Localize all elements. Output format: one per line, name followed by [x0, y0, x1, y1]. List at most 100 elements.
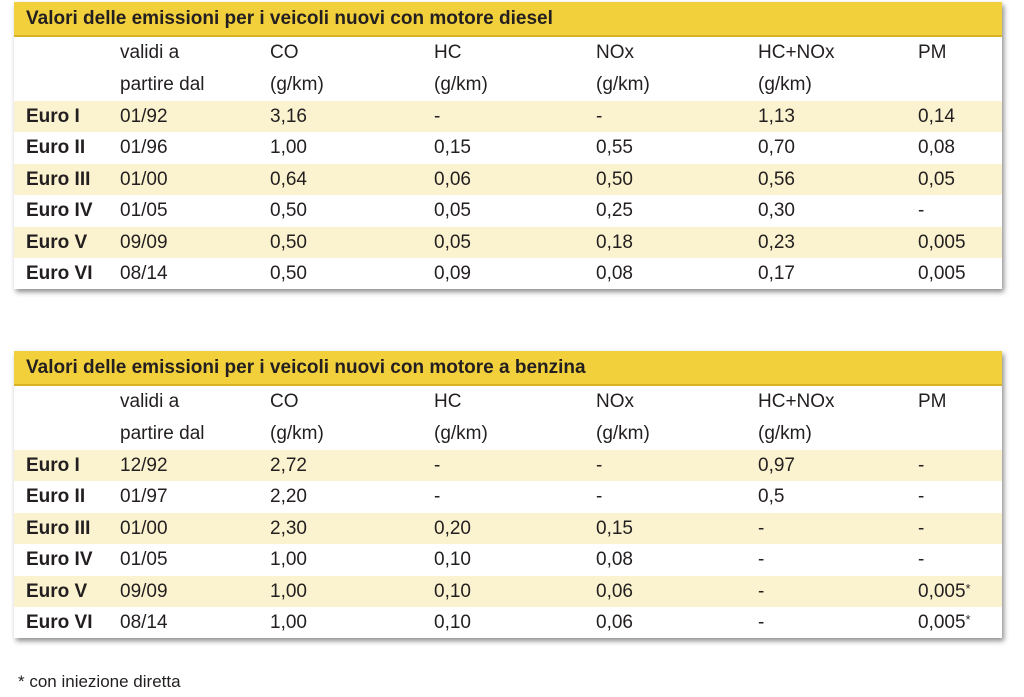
pm-value: - — [918, 486, 925, 508]
column-header-hcnox: HC+NOx — [758, 391, 835, 412]
euro-class: Euro V — [26, 231, 88, 253]
header-row: validi a CO HC NOx HC+NOx PM — [14, 37, 1002, 69]
diesel-emissions-table: Valori delle emissioni per i veicoli nuo… — [14, 2, 1002, 290]
petrol-emissions-table: Valori delle emissioni per i veicoli nuo… — [14, 351, 1002, 639]
table-title: Valori delle emissioni per i veicoli nuo… — [14, 351, 1002, 386]
hc-value: 0,10 — [434, 580, 471, 602]
hc-value: 0,10 — [434, 549, 471, 571]
co-value: 1,00 — [270, 137, 307, 159]
valid-from: 12/92 — [120, 455, 168, 476]
pm-value: 0,08 — [918, 137, 955, 159]
euro-class: Euro II — [26, 486, 86, 508]
nox-value: 0,50 — [596, 168, 633, 190]
hc-value: 0,15 — [434, 137, 471, 159]
nox-value: 0,18 — [596, 231, 633, 253]
co-value: 2,72 — [270, 455, 307, 476]
column-header-hc: HC — [434, 42, 462, 63]
valid-from: 01/05 — [120, 200, 168, 222]
hcnox-value: 0,17 — [758, 262, 795, 284]
co-value: 0,50 — [270, 231, 307, 253]
nox-value: 0,25 — [596, 200, 633, 222]
table-row: Euro VI 08/14 1,00 0,10 0,06 - 0,005* — [14, 607, 1002, 638]
column-unit-hc: (g/km) — [434, 423, 488, 444]
column-header-date-line2: partire dal — [120, 423, 205, 444]
valid-from: 01/97 — [120, 486, 168, 508]
valid-from: 01/96 — [120, 137, 168, 159]
hc-value: 0,20 — [434, 517, 471, 539]
column-header-hc: HC — [434, 391, 462, 412]
column-header-co: CO — [270, 42, 299, 63]
column-header-co: CO — [270, 391, 299, 412]
pm-value: - — [918, 549, 925, 571]
hcnox-value: - — [758, 611, 765, 633]
euro-class: Euro VI — [26, 611, 93, 633]
nox-value: - — [596, 455, 603, 476]
valid-from: 01/92 — [120, 106, 168, 127]
co-value: 0,50 — [270, 200, 307, 222]
footnote-marker: * — [965, 611, 971, 627]
table-row: Euro II 01/96 1,00 0,15 0,55 0,70 0,08 — [14, 132, 1002, 163]
hcnox-value: - — [758, 580, 765, 602]
hcnox-value: 0,70 — [758, 137, 795, 159]
pm-value: - — [918, 455, 925, 476]
hc-value: 0,06 — [434, 168, 471, 190]
euro-class: Euro IV — [26, 200, 93, 222]
table-row: Euro III 01/00 0,64 0,06 0,50 0,56 0,05 — [14, 163, 1002, 196]
column-header-date: validi a — [120, 42, 180, 63]
nox-value: 0,06 — [596, 611, 633, 633]
table-row: Euro IV 01/05 0,50 0,05 0,25 0,30 - — [14, 195, 1002, 226]
table-row: Euro I 01/92 3,16 - - 1,13 0,14 — [14, 101, 1002, 133]
valid-from: 01/00 — [120, 517, 168, 539]
pm-value: 0,005* — [918, 580, 971, 602]
co-value: 1,00 — [270, 611, 307, 633]
valid-from: 01/05 — [120, 549, 168, 571]
hcnox-value: - — [758, 549, 765, 571]
hcnox-value: 0,97 — [758, 455, 795, 476]
hc-value: 0,05 — [434, 200, 471, 222]
table-row: Euro V 09/09 0,50 0,05 0,18 0,23 0,005 — [14, 226, 1002, 258]
nox-value: - — [596, 106, 603, 127]
hcnox-value: 1,13 — [758, 106, 795, 127]
pm-value: - — [918, 517, 925, 539]
nox-value: 0,15 — [596, 517, 633, 539]
pm-value: - — [918, 200, 925, 222]
hcnox-value: 0,56 — [758, 168, 795, 190]
hc-value: 0,05 — [434, 231, 471, 253]
valid-from: 01/00 — [120, 168, 168, 190]
euro-class: Euro V — [26, 580, 88, 602]
table-row: Euro IV 01/05 1,00 0,10 0,08 - - — [14, 544, 1002, 575]
nox-value: 0,08 — [596, 549, 633, 571]
hcnox-value: - — [758, 517, 765, 539]
footnote: * con iniezione diretta — [18, 672, 181, 691]
table-row: Euro I 12/92 2,72 - - 0,97 - — [14, 450, 1002, 482]
euro-class: Euro IV — [26, 549, 93, 571]
valid-from: 08/14 — [120, 262, 168, 284]
pm-value: 0,005 — [918, 231, 966, 253]
nox-value: 0,08 — [596, 262, 633, 284]
column-unit-nox: (g/km) — [596, 423, 650, 444]
hc-value: 0,09 — [434, 262, 471, 284]
hc-value: - — [434, 486, 441, 508]
hc-value: - — [434, 106, 441, 127]
column-unit-hcnox: (g/km) — [758, 423, 812, 444]
footnote-marker: * — [965, 580, 971, 596]
pm-value: 0,005 — [918, 262, 966, 284]
co-value: 2,30 — [270, 517, 307, 539]
column-header-pm: PM — [918, 391, 947, 412]
hc-value: 0,10 — [434, 611, 471, 633]
hcnox-value: 0,23 — [758, 231, 795, 253]
pm-value: 0,05 — [918, 168, 955, 190]
nox-value: 0,55 — [596, 137, 633, 159]
hcnox-value: 0,30 — [758, 200, 795, 222]
column-unit-co: (g/km) — [270, 74, 324, 95]
column-unit-nox: (g/km) — [596, 74, 650, 95]
pm-value: 0,005* — [918, 611, 971, 633]
column-header-date-line2: partire dal — [120, 74, 205, 95]
column-header-date: validi a — [120, 391, 180, 412]
column-unit-hc: (g/km) — [434, 74, 488, 95]
table-row: Euro VI 08/14 0,50 0,09 0,08 0,17 0,005 — [14, 258, 1002, 289]
valid-from: 09/09 — [120, 580, 168, 602]
column-header-nox: NOx — [596, 42, 634, 63]
co-value: 1,00 — [270, 580, 307, 602]
column-header-nox: NOx — [596, 391, 634, 412]
